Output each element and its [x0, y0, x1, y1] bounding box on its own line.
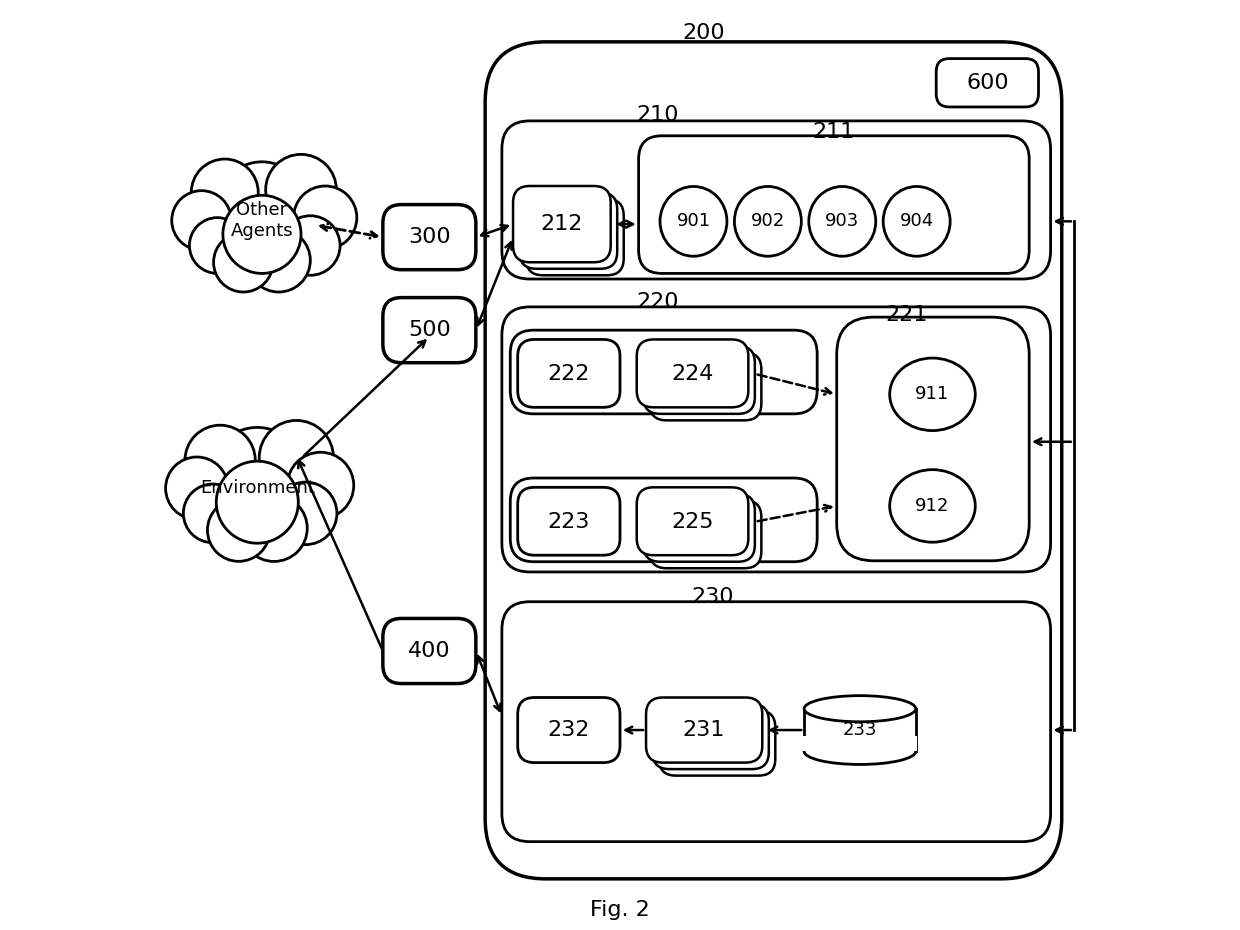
- Text: 224: 224: [671, 364, 714, 384]
- Text: Fig. 2: Fig. 2: [590, 899, 650, 920]
- Circle shape: [190, 218, 246, 273]
- Circle shape: [294, 186, 357, 249]
- Circle shape: [288, 452, 353, 519]
- Circle shape: [280, 216, 340, 275]
- FancyBboxPatch shape: [383, 205, 476, 270]
- FancyBboxPatch shape: [383, 298, 476, 363]
- Text: Environment: Environment: [200, 479, 315, 498]
- Ellipse shape: [805, 738, 915, 764]
- Circle shape: [223, 195, 301, 273]
- Ellipse shape: [889, 358, 975, 431]
- FancyBboxPatch shape: [485, 42, 1061, 879]
- Text: 212: 212: [541, 214, 583, 234]
- FancyBboxPatch shape: [637, 487, 748, 555]
- FancyBboxPatch shape: [644, 346, 755, 414]
- Text: 220: 220: [636, 292, 678, 312]
- FancyBboxPatch shape: [639, 136, 1029, 273]
- Text: 223: 223: [548, 512, 590, 532]
- Circle shape: [171, 191, 231, 250]
- Circle shape: [216, 461, 299, 543]
- Circle shape: [191, 159, 258, 226]
- Text: 233: 233: [843, 721, 877, 739]
- Ellipse shape: [889, 470, 975, 542]
- Circle shape: [247, 229, 310, 292]
- FancyBboxPatch shape: [502, 602, 1050, 842]
- FancyBboxPatch shape: [520, 193, 618, 269]
- Text: 210: 210: [636, 105, 678, 126]
- FancyBboxPatch shape: [660, 711, 775, 776]
- FancyBboxPatch shape: [513, 186, 610, 262]
- Text: 222: 222: [548, 364, 590, 384]
- Text: 600: 600: [966, 73, 1008, 93]
- Text: 231: 231: [682, 720, 725, 740]
- FancyBboxPatch shape: [650, 500, 761, 568]
- Text: 232: 232: [548, 720, 590, 740]
- Text: 911: 911: [915, 385, 950, 404]
- FancyBboxPatch shape: [936, 59, 1039, 107]
- FancyBboxPatch shape: [517, 339, 620, 407]
- Circle shape: [211, 428, 304, 521]
- FancyBboxPatch shape: [510, 478, 817, 562]
- Text: 902: 902: [750, 212, 785, 231]
- Text: 903: 903: [825, 212, 859, 231]
- FancyBboxPatch shape: [637, 339, 748, 407]
- FancyBboxPatch shape: [383, 618, 476, 684]
- Text: 912: 912: [915, 497, 950, 515]
- Text: 400: 400: [408, 641, 450, 661]
- Text: 901: 901: [676, 212, 711, 231]
- Text: 230: 230: [692, 587, 734, 607]
- FancyBboxPatch shape: [502, 307, 1050, 572]
- FancyBboxPatch shape: [510, 330, 817, 414]
- Ellipse shape: [734, 187, 801, 257]
- Circle shape: [207, 498, 270, 562]
- Text: 300: 300: [408, 227, 450, 247]
- Circle shape: [213, 232, 273, 292]
- Circle shape: [184, 485, 242, 543]
- Text: 211: 211: [812, 122, 856, 142]
- FancyBboxPatch shape: [517, 698, 620, 763]
- Text: 200: 200: [682, 22, 725, 43]
- FancyBboxPatch shape: [650, 352, 761, 420]
- Circle shape: [185, 425, 255, 496]
- Circle shape: [259, 420, 334, 495]
- Text: Other
Agents: Other Agents: [231, 201, 294, 240]
- Circle shape: [274, 482, 337, 545]
- Bar: [804, 709, 915, 751]
- Ellipse shape: [883, 187, 950, 257]
- Circle shape: [166, 457, 228, 520]
- Text: 904: 904: [899, 212, 934, 231]
- Bar: [804, 737, 916, 751]
- FancyBboxPatch shape: [526, 199, 624, 275]
- Circle shape: [265, 154, 336, 225]
- FancyBboxPatch shape: [502, 121, 1050, 279]
- Circle shape: [217, 162, 306, 251]
- Ellipse shape: [805, 696, 915, 722]
- FancyBboxPatch shape: [644, 494, 755, 562]
- FancyBboxPatch shape: [517, 487, 620, 555]
- FancyBboxPatch shape: [646, 698, 763, 763]
- Ellipse shape: [808, 187, 875, 257]
- Text: 221: 221: [885, 305, 928, 326]
- Text: 225: 225: [671, 512, 714, 532]
- Text: 500: 500: [408, 320, 450, 340]
- FancyBboxPatch shape: [652, 704, 769, 769]
- FancyBboxPatch shape: [837, 317, 1029, 561]
- Ellipse shape: [660, 187, 727, 257]
- Circle shape: [241, 495, 308, 562]
